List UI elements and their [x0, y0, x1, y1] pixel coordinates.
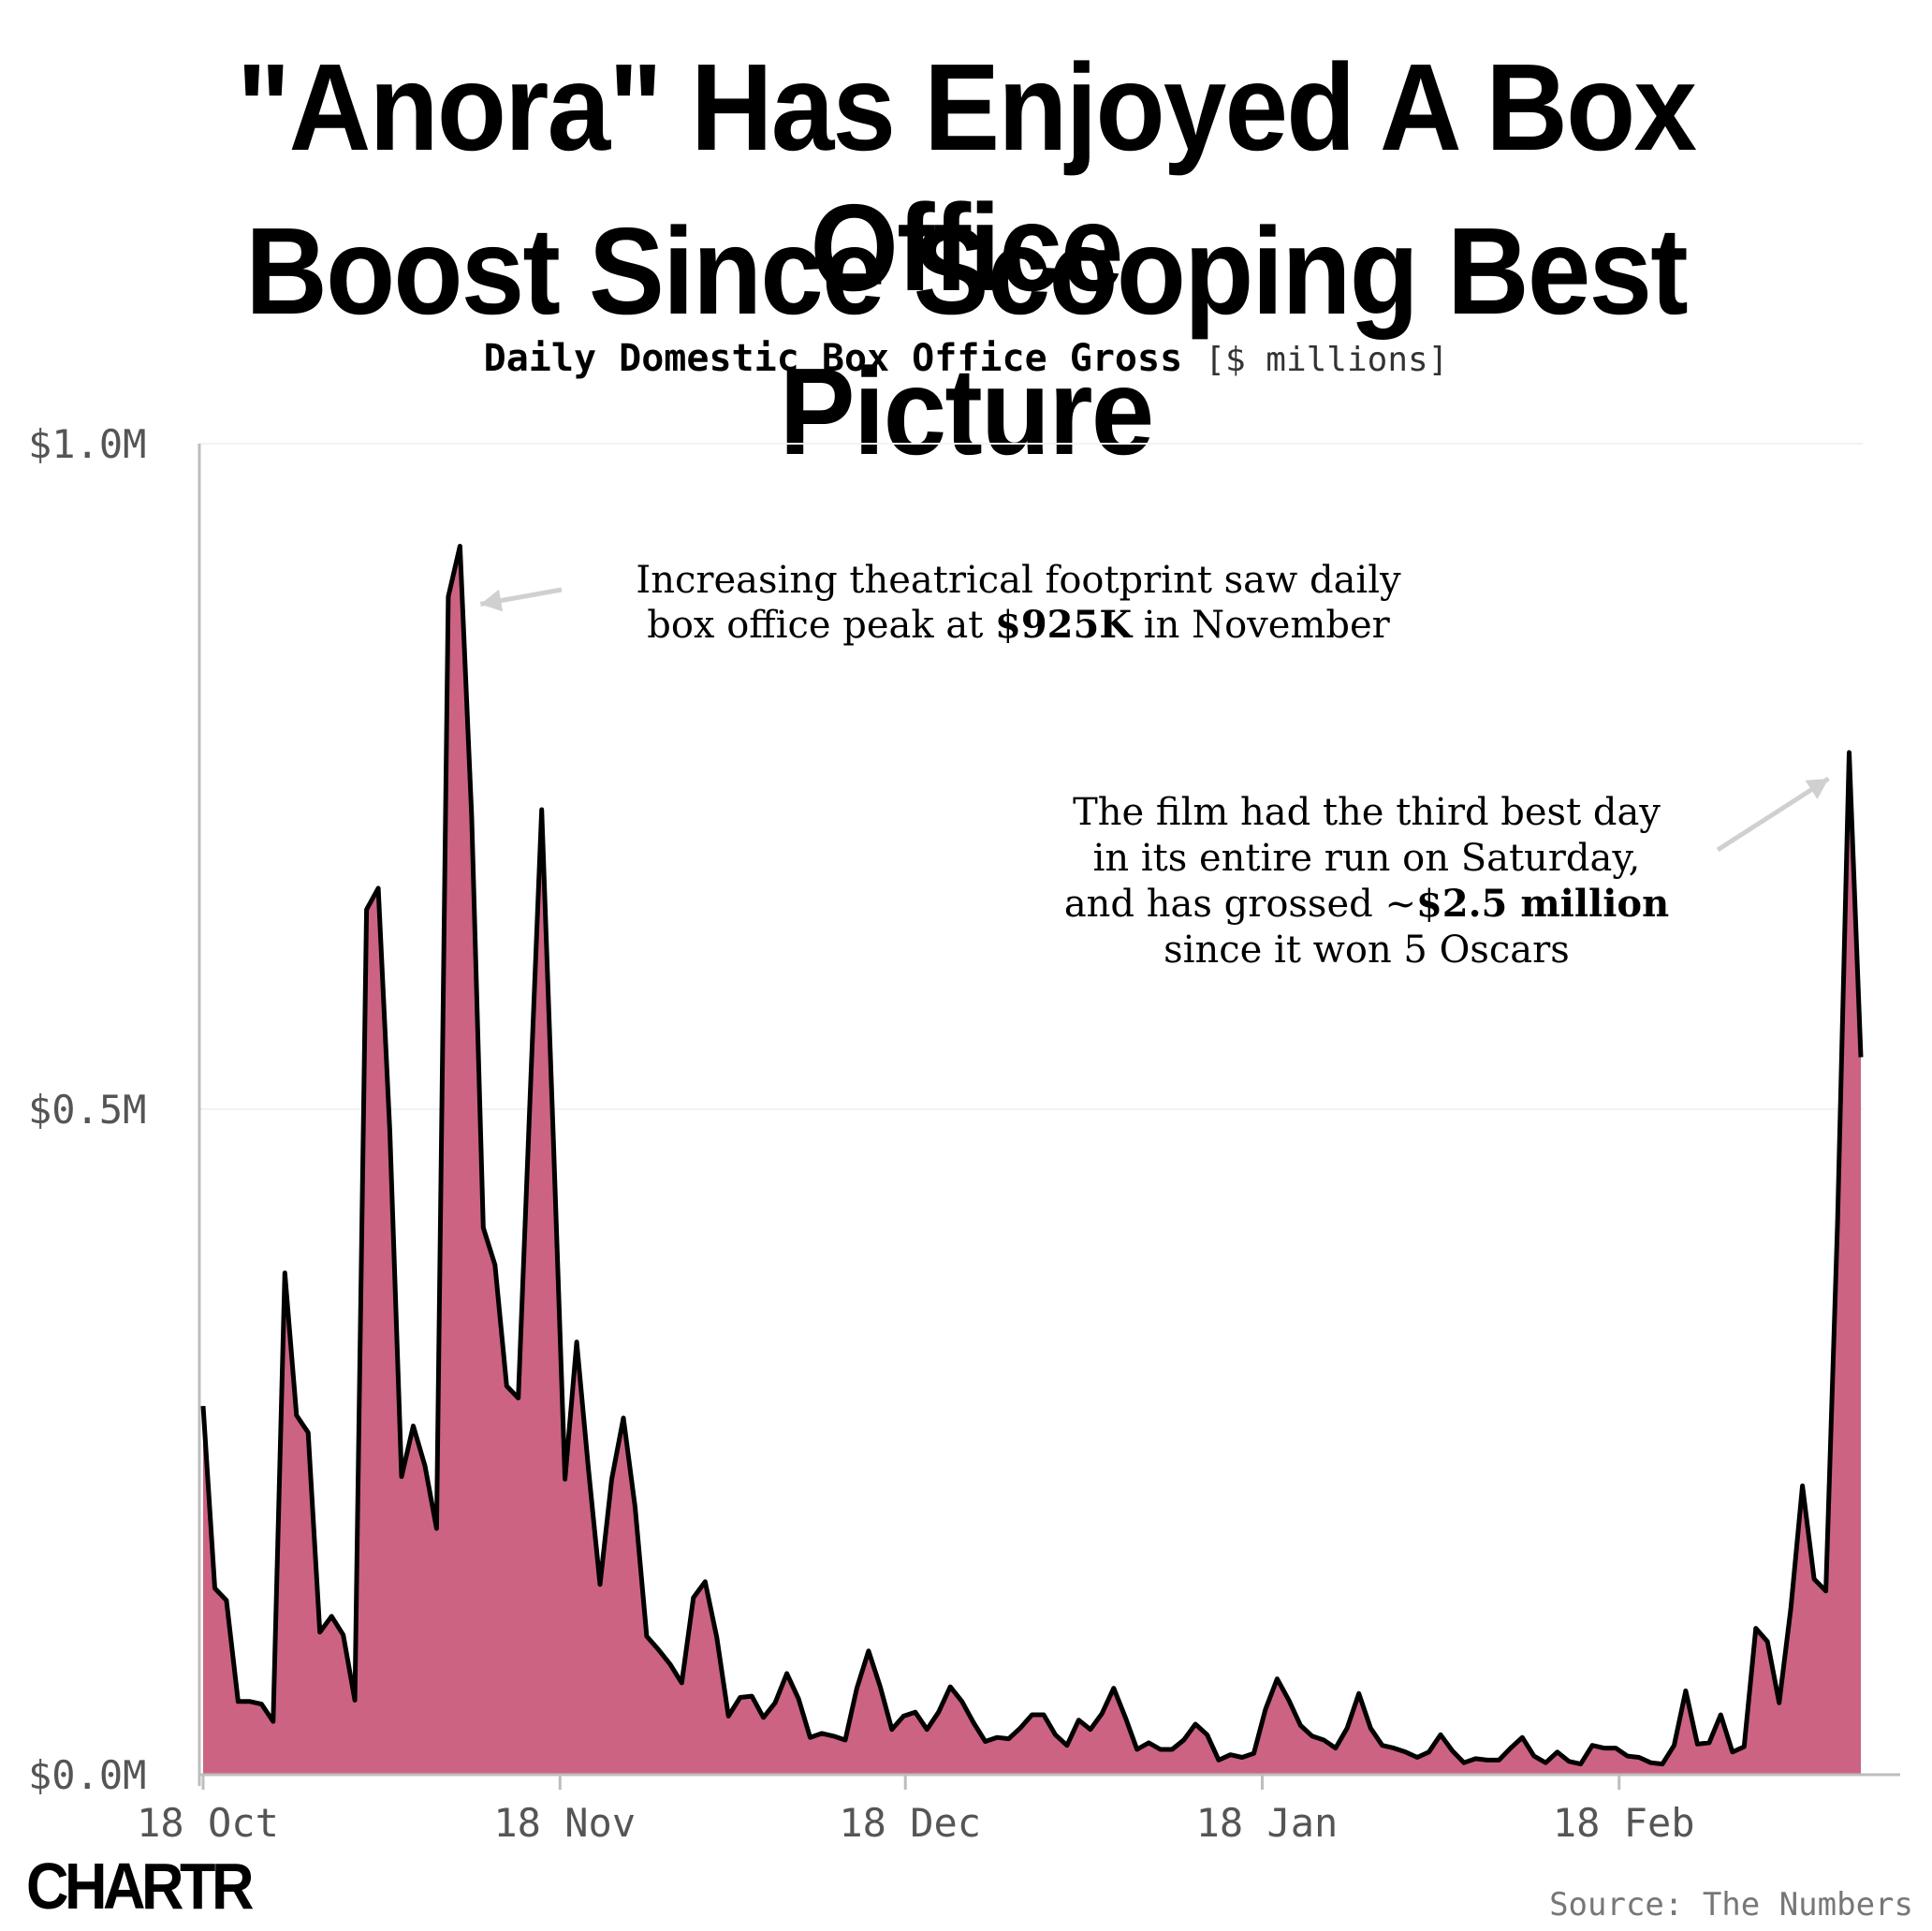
chart-title-line-1: "Anora" Has Enjoyed A Box Office: [236, 38, 1697, 316]
annotations: Increasing theatrical footprint saw dail…: [636, 559, 1669, 972]
x-tick-label: 18 Jan: [1196, 1800, 1339, 1846]
chart-subtitle: Daily Domestic Box Office Gross [$ milli…: [0, 337, 1932, 380]
annotation-line: Increasing theatrical footprint saw dail…: [636, 559, 1401, 602]
y-tick-label: $1.0M: [28, 421, 146, 467]
x-tick-label: 18 Feb: [1553, 1800, 1695, 1846]
annotation-arrow-head: [480, 589, 504, 612]
subtitle-unit: [$ millions]: [1205, 341, 1449, 379]
chartr-logo: CHARTR: [26, 1850, 254, 1923]
area-fill: [203, 546, 1861, 1775]
y-tick-label: $0.0M: [28, 1752, 146, 1798]
annotation-line: The film had the third best day: [1073, 791, 1661, 834]
annotation-line: and has grossed ~$2.5 million: [1064, 882, 1669, 926]
source-note: Source: The Numbers: [1549, 1886, 1913, 1924]
y-tick-labels: $0.0M $0.5M $1.0M: [28, 421, 146, 1798]
series-line: [200, 544, 1864, 1767]
x-tick-labels: 18 Oct 18 Nov 18 Dec 18 Jan 18 Feb: [137, 1775, 1695, 1846]
annotation-arrow-head: [1805, 778, 1829, 799]
annotation-line: box office peak at $925K in November: [647, 603, 1390, 647]
x-tick-label: 18 Dec: [839, 1800, 981, 1846]
annotation-arrow-shaft: [1716, 776, 1830, 853]
annotation-line: since it won 5 Oscars: [1164, 929, 1570, 972]
annotation-line: in its entire run on Saturday,: [1093, 837, 1641, 880]
x-tick-label: 18 Nov: [493, 1800, 636, 1846]
subtitle-main: Daily Domestic Box Office Gross: [483, 337, 1183, 380]
y-tick-label: $0.5M: [28, 1087, 146, 1133]
chart-title-line-2: Boost Since Scooping Best Picture: [245, 202, 1689, 480]
x-tick-label: 18 Oct: [137, 1800, 279, 1846]
annotation-arrows: [479, 587, 1830, 853]
